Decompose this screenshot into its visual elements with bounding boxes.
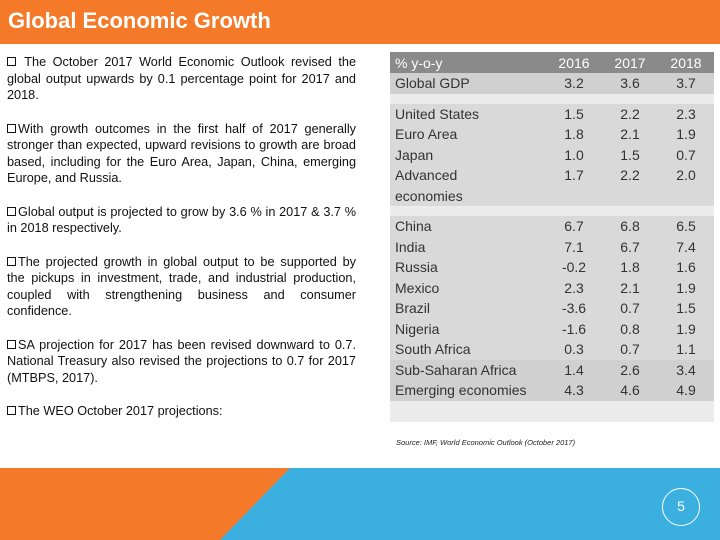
table-row: Sub-Saharan Africa 1.4 2.6 3.4	[390, 359, 714, 380]
table-row: United States 1.5 2.2 2.3	[390, 103, 714, 124]
checkbox-bullet-icon	[7, 57, 16, 66]
source-note: Source: IMF, World Economic Outlook (Oct…	[396, 438, 576, 447]
title-bar: Global Economic Growth	[0, 0, 720, 44]
table-row: Euro Area 1.8 2.1 1.9	[390, 124, 714, 145]
bullet-item: SA projection for 2017 has been revised …	[7, 337, 356, 385]
checkbox-bullet-icon	[7, 123, 16, 133]
column-header: 2016	[546, 52, 602, 73]
slide-title: Global Economic Growth	[8, 8, 271, 33]
checkbox-bullet-icon	[7, 339, 16, 349]
table-header-row: % y-o-y 2016 2017 2018	[390, 52, 714, 73]
page-number: 5	[662, 488, 700, 526]
footer-orange-shape	[0, 468, 290, 540]
checkbox-bullet-icon	[7, 256, 16, 266]
bullet-item: Global output is projected to grow by 3.…	[7, 204, 356, 235]
column-header: 2018	[658, 52, 714, 73]
table-row: Mexico 2.3 2.1 1.9	[390, 277, 714, 298]
column-header: 2017	[602, 52, 658, 73]
bullet-item: The WEO October 2017 projections:	[7, 403, 356, 420]
bullet-item: With growth outcomes in the first half o…	[7, 121, 356, 185]
table-row: China 6.7 6.8 6.5	[390, 216, 714, 237]
table-row: India 7.1 6.7 7.4	[390, 236, 714, 257]
table-row: Advanced 1.7 2.2 2.0	[390, 165, 714, 186]
table-row: Brazil -3.6 0.7 1.5	[390, 298, 714, 319]
growth-table: % y-o-y 2016 2017 2018 Global GDP 3.2 3.…	[390, 52, 714, 422]
table-row: Global GDP 3.2 3.6 3.7	[390, 73, 714, 94]
table-row: economies	[390, 185, 714, 206]
table-row: Emerging economies 4.3 4.6 4.9	[390, 380, 714, 401]
footer-band	[0, 468, 720, 540]
checkbox-bullet-icon	[7, 206, 16, 216]
table-row: Russia -0.2 1.8 1.6	[390, 257, 714, 278]
bullet-list: The October 2017 World Economic Outlook …	[7, 54, 356, 420]
bullet-item: The October 2017 World Economic Outlook …	[7, 55, 357, 102]
table-row: Japan 1.0 1.5 0.7	[390, 144, 714, 165]
checkbox-bullet-icon	[7, 406, 16, 415]
column-header: % y-o-y	[390, 52, 546, 73]
table-row: Nigeria -1.6 0.8 1.9	[390, 318, 714, 339]
bullet-item: The projected growth in global output to…	[7, 254, 356, 318]
table-row: South Africa 0.3 0.7 1.1	[390, 339, 714, 360]
